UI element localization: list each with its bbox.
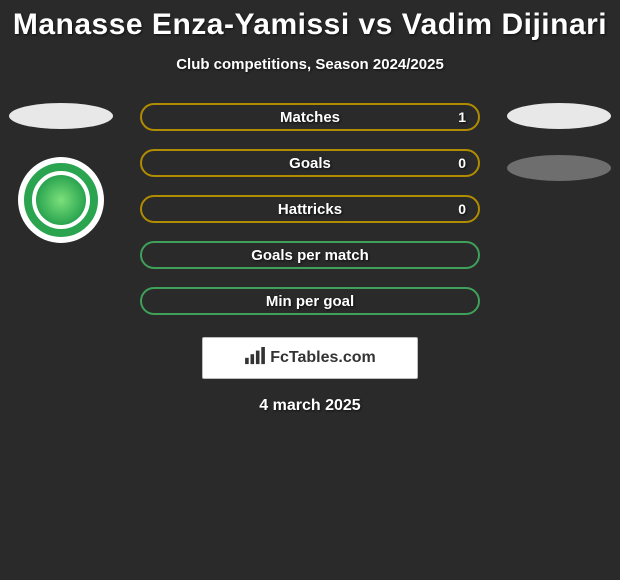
stat-label: Min per goal bbox=[266, 293, 354, 310]
club-badge-left bbox=[18, 157, 104, 243]
player-right-column bbox=[504, 103, 614, 181]
page-subtitle: Club competitions, Season 2024/2025 bbox=[0, 56, 620, 73]
branding-box[interactable]: FcTables.com bbox=[202, 337, 418, 379]
player-left-placeholder bbox=[9, 103, 113, 129]
player-right-placeholder-2 bbox=[507, 155, 611, 181]
stat-bar-goals-per-match: Goals per match bbox=[140, 241, 480, 269]
stat-value-right: 0 bbox=[458, 155, 466, 171]
player-left-column bbox=[6, 103, 116, 243]
stat-bar-hattricks: Hattricks 0 bbox=[140, 195, 480, 223]
badge-inner bbox=[36, 175, 86, 225]
stats-bars: Matches 1 Goals 0 Hattricks 0 Goals per … bbox=[140, 103, 480, 315]
chart-icon bbox=[244, 347, 266, 370]
comparison-content: Matches 1 Goals 0 Hattricks 0 Goals per … bbox=[0, 103, 620, 415]
branding-text: FcTables.com bbox=[270, 349, 376, 367]
stat-value-right: 1 bbox=[458, 109, 466, 125]
player-right-placeholder-1 bbox=[507, 103, 611, 129]
footer-date: 4 march 2025 bbox=[0, 397, 620, 415]
stat-label: Goals bbox=[289, 155, 331, 172]
stat-bar-matches: Matches 1 bbox=[140, 103, 480, 131]
page-title: Manasse Enza-Yamissi vs Vadim Dijinari bbox=[0, 0, 620, 42]
stat-value-right: 0 bbox=[458, 201, 466, 217]
stat-label: Matches bbox=[280, 109, 340, 126]
stat-label: Hattricks bbox=[278, 201, 342, 218]
stat-label: Goals per match bbox=[251, 247, 369, 264]
stat-bar-min-per-goal: Min per goal bbox=[140, 287, 480, 315]
stat-bar-goals: Goals 0 bbox=[140, 149, 480, 177]
